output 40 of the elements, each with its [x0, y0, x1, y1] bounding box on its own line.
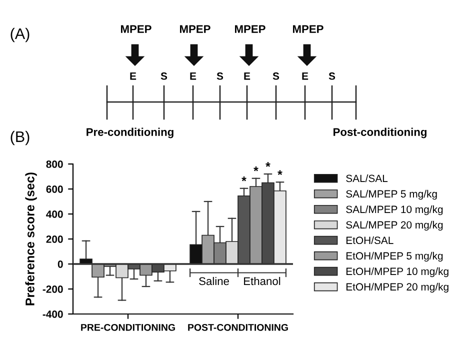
- text: S: [272, 72, 280, 80]
- legend-label: EtOH/MPEP 5 mg/kg: [346, 252, 443, 262]
- annotation: *: [254, 166, 258, 172]
- text: (A): [10, 28, 30, 42]
- text: Post-conditioning: [334, 128, 426, 138]
- annotation: Ethanol: [244, 276, 280, 286]
- text: Pre-conditioning: [86, 128, 174, 138]
- text: MPEP: [121, 25, 152, 33]
- legend-label: SAL/MPEP 10 mg/kg: [346, 205, 443, 216]
- text: S: [216, 72, 224, 80]
- y-tick-label: 200: [46, 236, 63, 243]
- legend-label: SAL/MPEP 5 mg/kg: [346, 190, 437, 200]
- legend-label: EtOH/MPEP 10 mg/kg: [346, 267, 448, 278]
- x-tick-label: POST-CONDITIONING: [188, 324, 288, 331]
- legend-label: SAL/SAL: [346, 174, 388, 182]
- y-tick-label: -200: [42, 286, 63, 293]
- y-axis-title: Preference score (sec): [25, 172, 37, 306]
- text: S: [328, 72, 336, 80]
- y-tick-label: 800: [46, 160, 63, 168]
- y-tick-label: -400: [42, 310, 63, 318]
- text: MPEP: [235, 25, 266, 33]
- annotation: Saline: [199, 276, 229, 286]
- legend-label: SAL/MPEP 20 mg/kg: [346, 220, 443, 231]
- y-tick-label: 600: [46, 186, 63, 193]
- annotation: *: [242, 176, 246, 182]
- text: S: [160, 72, 168, 80]
- text: E: [190, 72, 196, 80]
- y-tick-label: 400: [46, 210, 63, 218]
- annotation: *: [278, 170, 282, 175]
- y-tick-label: 0: [58, 260, 63, 268]
- text: MPEP: [293, 25, 324, 33]
- legend-label: EtOH/MPEP 20 mg/kg: [346, 282, 448, 293]
- annotation: *: [266, 162, 270, 167]
- text: E: [302, 72, 308, 80]
- text: MPEP: [180, 25, 210, 33]
- text: E: [244, 72, 250, 80]
- text: (B): [10, 130, 30, 146]
- legend-label: EtOH/SAL: [346, 236, 394, 244]
- text: E: [130, 72, 136, 80]
- x-tick-label: PRE-CONDITIONING: [81, 324, 175, 331]
